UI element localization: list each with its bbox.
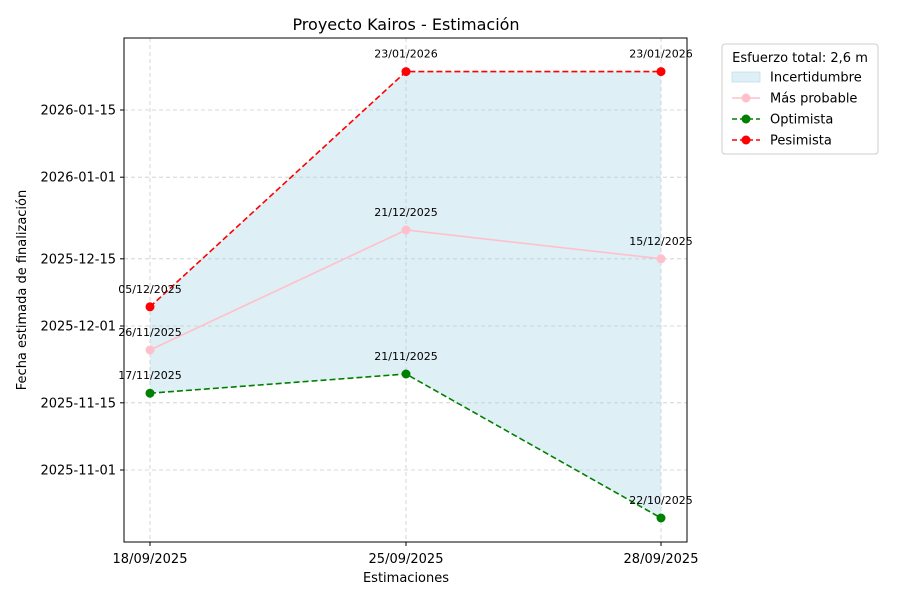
plot-area: 26/11/2025 21/12/2025 15/12/2025 17/11/2025… (40, 37, 699, 567)
data-label-m-s-probable: 26/11/2025 (118, 326, 181, 339)
y-tick-label: 2026-01-15 (40, 104, 116, 119)
legend-marker-m-s-probable (741, 93, 751, 103)
y-tick-label: 2025-12-01 (40, 320, 116, 335)
data-point-optimista (401, 369, 411, 379)
legend-label-m-s-probable: Más probable (770, 92, 857, 107)
legend-box (721, 43, 879, 155)
data-label-optimista: 17/11/2025 (118, 369, 181, 382)
data-point-m-s-probable (401, 225, 411, 235)
x-tick-label: 25/09/2025 (369, 552, 444, 567)
data-label-optimista: 22/10/2025 (629, 494, 692, 507)
data-point-optimista (145, 388, 155, 398)
chart-title: Proyecto Kairos - Estimación (292, 15, 519, 34)
legend-swatch-incertidumbre (731, 71, 761, 83)
x-tick-label: 28/09/2025 (624, 552, 699, 567)
y-axis-label: Fecha estimada de finalización (15, 190, 30, 390)
data-point-m-s-probable (145, 345, 155, 355)
data-point-pesimista (145, 302, 155, 312)
data-label-optimista: 21/11/2025 (374, 350, 437, 363)
legend-label-incertidumbre: Incertidumbre (770, 71, 862, 86)
y-tick-label: 2025-11-01 (40, 464, 116, 479)
x-axis-label: Estimaciones (363, 571, 449, 586)
data-point-optimista (656, 513, 666, 523)
data-label-pesimista: 23/01/2026 (629, 48, 692, 61)
data-point-m-s-probable (656, 254, 666, 264)
data-label-m-s-probable: 15/12/2025 (629, 235, 692, 248)
legend-marker-optimista (741, 114, 751, 124)
legend-title: Esfuerzo total: 2,6 m (732, 51, 868, 66)
x-tick-label: 18/09/2025 (113, 552, 188, 567)
y-tick-label: 2026-01-01 (40, 171, 116, 186)
y-tick-label: 2025-12-15 (40, 252, 116, 267)
data-label-pesimista: 05/12/2025 (118, 283, 181, 296)
data-point-pesimista (401, 67, 411, 77)
y-tick-label: 2025-11-15 (40, 396, 116, 411)
data-point-pesimista (656, 67, 666, 77)
legend-marker-pesimista (741, 135, 751, 145)
data-label-m-s-probable: 21/12/2025 (374, 206, 437, 219)
uncertainty-band (150, 71, 661, 518)
legend-label-optimista: Optimista (770, 113, 833, 128)
legend: Esfuerzo total: 2,6 m Incertidumbre Más pr… (721, 43, 879, 155)
data-label-pesimista: 23/01/2026 (374, 48, 437, 61)
legend-label-pesimista: Pesimista (770, 134, 832, 149)
